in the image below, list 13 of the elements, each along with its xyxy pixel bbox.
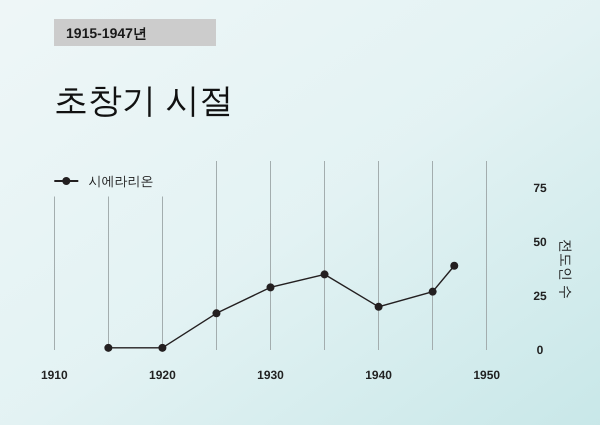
y-tick-label: 0 [536,343,544,357]
x-tick-label: 1950 [473,368,500,382]
x-tick-label: 1910 [40,368,68,382]
y-tick-label: 25 [533,289,547,303]
y-axis-title: 전도인 수 [558,239,574,299]
legend-label: 시에라리온 [88,174,154,188]
x-tick-label: 1940 [365,368,392,382]
y-tick-label: 75 [533,181,547,195]
x-tick-label: 1920 [149,368,176,382]
subtitle: 1915-1947년 [66,25,147,41]
x-tick-label: 1930 [257,368,284,382]
y-tick-label: 50 [533,235,547,249]
title: 초창기 시절 [54,82,234,120]
